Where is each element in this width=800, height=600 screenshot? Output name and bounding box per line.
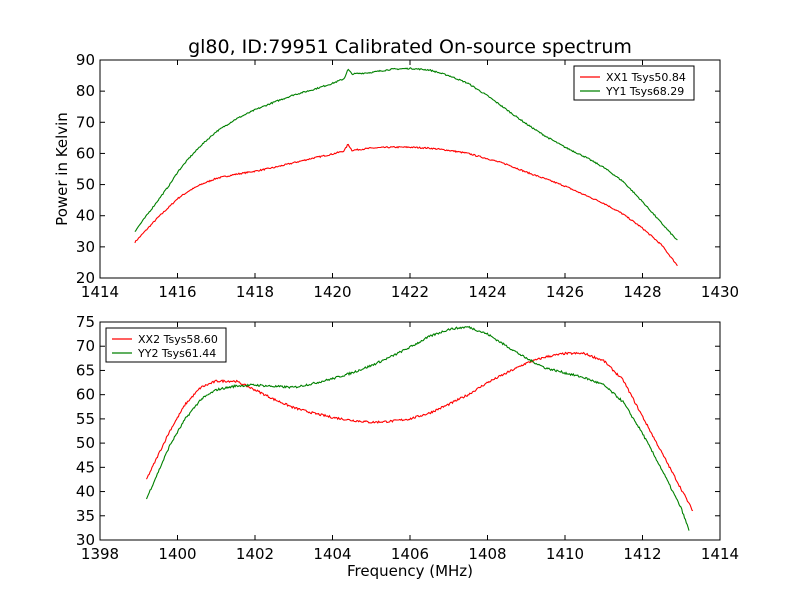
x-tick-label: 1410 bbox=[546, 545, 584, 563]
series-line-2 bbox=[134, 67, 678, 241]
x-tick-label: 1426 bbox=[546, 283, 584, 301]
y-tick-label: 90 bbox=[76, 51, 95, 69]
y-tick-label: 75 bbox=[76, 313, 95, 331]
x-tick-label: 1408 bbox=[468, 545, 506, 563]
y-tick-label: 30 bbox=[76, 238, 95, 256]
y-tick-label: 80 bbox=[76, 82, 95, 100]
figure-title: gl80, ID:79951 Calibrated On-source spec… bbox=[188, 36, 632, 58]
x-tick-label: 1420 bbox=[313, 283, 351, 301]
x-tick-label: 1418 bbox=[236, 283, 274, 301]
y-axis-label: Power in Kelvin bbox=[53, 112, 71, 226]
x-tick-label: 1414 bbox=[81, 283, 119, 301]
legend-entry: XX1 Tsys50.84 bbox=[606, 71, 686, 84]
y-tick-label: 55 bbox=[76, 410, 95, 428]
legend-entry: XX2 Tsys58.60 bbox=[138, 333, 218, 346]
x-tick-label: 1424 bbox=[468, 283, 506, 301]
x-tick-label: 1414 bbox=[701, 545, 739, 563]
x-tick-label: 1428 bbox=[623, 283, 661, 301]
x-axis-label: Frequency (MHz) bbox=[347, 562, 473, 580]
y-tick-label: 20 bbox=[76, 269, 95, 287]
x-tick-label: 1422 bbox=[391, 283, 429, 301]
y-tick-label: 40 bbox=[76, 483, 95, 501]
x-tick-label: 1398 bbox=[81, 545, 119, 563]
y-tick-label: 30 bbox=[76, 531, 95, 549]
y-tick-label: 45 bbox=[76, 458, 95, 476]
x-tick-label: 1412 bbox=[623, 545, 661, 563]
y-tick-label: 60 bbox=[76, 144, 95, 162]
legend-entry: YY2 Tsys61.44 bbox=[137, 347, 216, 360]
x-tick-label: 1402 bbox=[236, 545, 274, 563]
bottom-spectrum-panel: 1398 1400 1402 1404 1406 1408 1410 1412 1414 30 35… bbox=[76, 313, 739, 580]
x-tick-label: 1416 bbox=[158, 283, 196, 301]
legend-box bbox=[573, 65, 695, 101]
y-tick-label: 50 bbox=[76, 434, 95, 452]
y-tick-label: 70 bbox=[76, 113, 95, 131]
x-tick-label: 1406 bbox=[391, 545, 429, 563]
y-tick-label: 40 bbox=[76, 207, 95, 225]
series-line-1 bbox=[146, 351, 694, 512]
y-tick-label: 70 bbox=[76, 337, 95, 355]
top-spectrum-panel: 1414 1416 1418 1420 1422 1424 1426 1428 1430 20 30… bbox=[53, 51, 739, 301]
series-line-1 bbox=[134, 143, 678, 267]
legend-entry: YY1 Tsys68.29 bbox=[605, 85, 684, 98]
y-tick-label: 50 bbox=[76, 176, 95, 194]
y-tick-label: 60 bbox=[76, 386, 95, 404]
series-line-2 bbox=[145, 325, 690, 531]
y-tick-label: 35 bbox=[76, 507, 95, 525]
x-tick-label: 1404 bbox=[313, 545, 351, 563]
y-tick-label: 65 bbox=[76, 361, 95, 379]
x-tick-label: 1400 bbox=[158, 545, 196, 563]
legend-box bbox=[105, 327, 227, 363]
x-tick-label: 1430 bbox=[701, 283, 739, 301]
